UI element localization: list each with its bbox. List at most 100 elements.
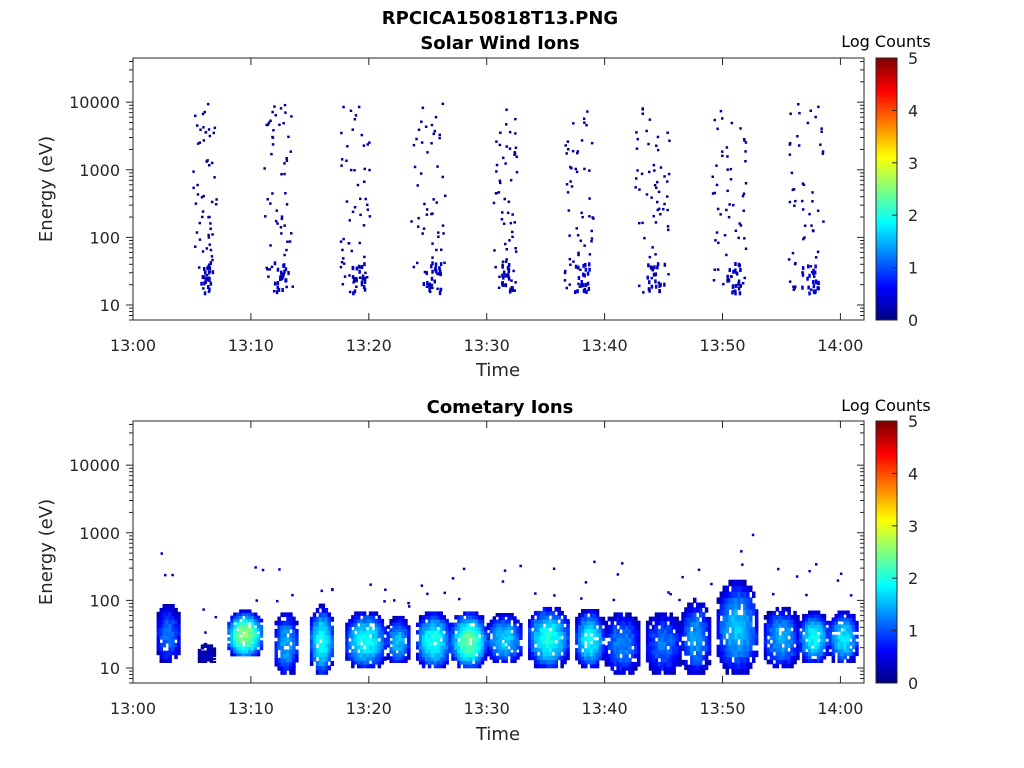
ion-count-pixel	[206, 102, 210, 106]
ion-count-pixel	[210, 161, 214, 165]
ion-count-pixel	[719, 597, 724, 604]
ion-count-pixel	[282, 272, 285, 277]
ion-count-pixel	[277, 637, 281, 642]
ion-count-pixel	[640, 172, 644, 176]
ion-count-pixel	[539, 639, 544, 644]
ion-count-pixel	[654, 666, 659, 671]
ion-count-pixel	[516, 619, 520, 624]
ion-count-pixel	[530, 655, 535, 661]
ion-count-pixel	[643, 236, 646, 240]
ion-count-pixel	[321, 647, 326, 653]
ion-count-pixel	[214, 203, 218, 206]
ion-count-pixel	[533, 619, 538, 624]
ion-count-pixel	[741, 563, 744, 566]
ion-count-pixel	[162, 619, 166, 625]
ion-count-pixel	[551, 619, 556, 624]
ion-count-pixel	[622, 616, 626, 622]
ion-count-pixel	[236, 634, 240, 638]
ion-count-pixel	[368, 611, 373, 616]
ion-count-pixel	[360, 663, 364, 669]
cometary-axes: 13:00 13:10 13:20 13:30 13:40 13:50 14:0010100…	[69, 421, 864, 718]
ion-count-pixel	[426, 151, 429, 154]
ion-count-pixel	[725, 662, 729, 669]
ion-count-pixel	[324, 630, 329, 636]
ion-count-pixel	[675, 645, 679, 651]
ion-count-pixel	[512, 269, 515, 273]
ion-count-pixel	[843, 645, 847, 650]
ion-count-pixel	[716, 632, 721, 640]
ion-count-pixel	[165, 635, 169, 640]
ion-count-pixel	[595, 609, 600, 614]
ion-count-pixel	[657, 281, 661, 284]
ion-count-pixel	[315, 625, 320, 631]
ion-count-pixel	[790, 631, 794, 636]
ion-count-pixel	[852, 620, 856, 625]
ion-count-pixel	[504, 162, 507, 165]
ion-count-pixel	[230, 652, 234, 657]
colorbar-segment	[876, 630, 897, 635]
ion-count-pixel	[355, 285, 358, 288]
ion-count-pixel	[395, 653, 399, 657]
ion-count-pixel	[548, 619, 553, 624]
ion-count-pixel	[507, 639, 511, 644]
ion-count-pixel	[701, 621, 706, 628]
ion-count-pixel	[687, 602, 691, 608]
ion-count-pixel	[573, 290, 577, 295]
ion-count-pixel	[280, 649, 284, 655]
ion-count-pixel	[598, 636, 603, 641]
ion-count-pixel	[283, 628, 287, 634]
ion-count-pixel	[584, 262, 587, 267]
ion-count-pixel	[669, 645, 673, 651]
ion-count-pixel	[348, 641, 352, 646]
ion-count-pixel	[309, 638, 314, 644]
ion-count-pixel	[359, 197, 362, 201]
ion-count-pixel	[427, 630, 432, 635]
ion-count-pixel	[276, 285, 279, 290]
ion-count-pixel	[660, 612, 665, 618]
ion-count-pixel	[275, 209, 278, 212]
colorbar-segment	[876, 450, 897, 455]
ion-count-pixel	[840, 617, 844, 622]
ion-count-pixel	[648, 637, 653, 642]
ion-count-pixel	[254, 566, 257, 569]
ion-count-pixel	[554, 663, 558, 669]
ion-count-pixel	[430, 264, 433, 269]
colorbar-segment	[876, 179, 897, 183]
ion-count-pixel	[690, 669, 694, 675]
ion-count-pixel	[486, 642, 491, 647]
ion-count-pixel	[277, 661, 281, 667]
ion-count-pixel	[796, 635, 800, 640]
ion-count-pixel	[598, 628, 603, 634]
ion-count-pixel	[472, 611, 476, 616]
ion-count-pixel	[276, 222, 279, 225]
ion-count-pixel	[704, 640, 709, 647]
ion-count-pixel	[654, 653, 659, 659]
ion-count-pixel	[351, 618, 355, 624]
colorbar-segment	[876, 584, 897, 589]
ion-count-pixel	[236, 649, 240, 654]
colorbar-segment	[876, 476, 897, 481]
ion-count-pixel	[731, 290, 734, 295]
ion-count-pixel	[675, 624, 679, 630]
ion-count-pixel	[551, 610, 556, 616]
ion-count-pixel	[539, 651, 544, 657]
ion-count-pixel	[672, 633, 676, 638]
ion-count-pixel	[203, 660, 208, 663]
ion-count-pixel	[280, 653, 284, 659]
ion-count-pixel	[392, 625, 396, 629]
ion-count-pixel	[439, 626, 443, 631]
ion-count-pixel	[734, 650, 738, 658]
ion-count-pixel	[715, 164, 718, 167]
ion-count-pixel	[595, 616, 600, 622]
ion-count-pixel	[421, 615, 426, 620]
ion-count-pixel	[726, 278, 729, 283]
ion-count-pixel	[200, 657, 205, 660]
ion-count-pixel	[793, 204, 796, 207]
ion-count-pixel	[601, 648, 606, 653]
ion-count-pixel	[392, 637, 396, 642]
ion-count-pixel	[504, 645, 508, 650]
ion-count-pixel	[569, 263, 572, 266]
ion-count-pixel	[250, 631, 255, 635]
ion-count-pixel	[463, 633, 467, 639]
ion-count-pixel	[295, 628, 299, 634]
